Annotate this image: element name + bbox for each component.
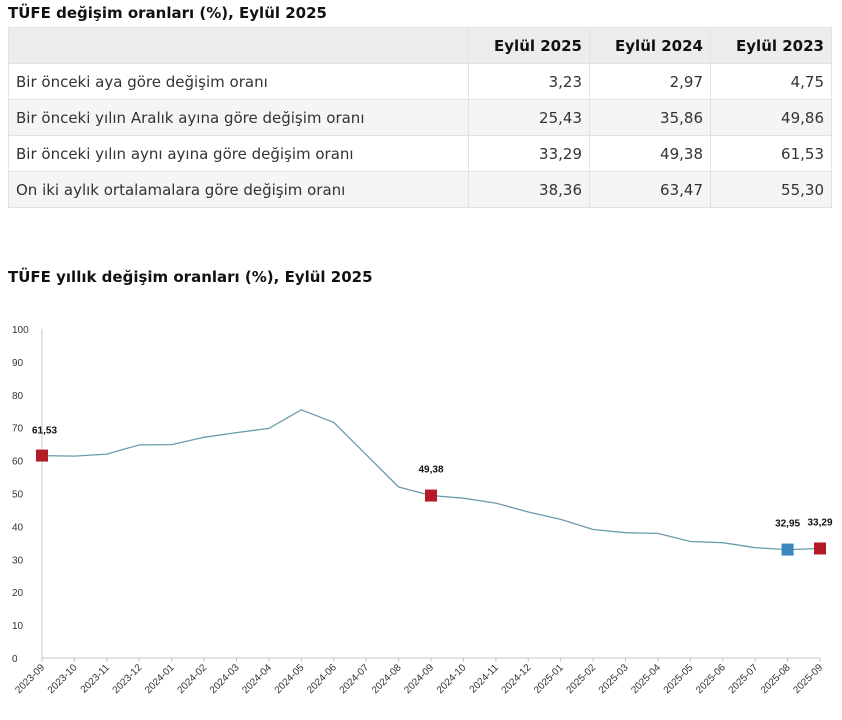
table-row: Bir önceki aya göre değişim oranı 3,23 2… bbox=[8, 63, 832, 100]
y-tick-label: 20 bbox=[12, 588, 24, 599]
data-label: 61,53 bbox=[32, 426, 57, 437]
data-point-marker bbox=[425, 489, 437, 502]
y-tick-label: 30 bbox=[12, 555, 24, 566]
series-line bbox=[41, 409, 821, 551]
cell-value: 35,86 bbox=[589, 99, 711, 136]
x-tick-label: 2025-06 bbox=[694, 662, 728, 696]
x-tick-label: 2023-11 bbox=[79, 662, 113, 696]
x-tick-label: 2025-01 bbox=[532, 662, 566, 696]
table-row: On iki aylık ortalamalara göre değişim o… bbox=[8, 171, 832, 208]
row-label-ytd: Bir önceki yılın Aralık ayına göre değiş… bbox=[8, 99, 469, 136]
row-label-monthly: Bir önceki aya göre değişim oranı bbox=[8, 63, 469, 100]
cell-value: 4,75 bbox=[710, 63, 832, 100]
y-tick-label: 0 bbox=[12, 654, 18, 665]
x-tick-label: 2023-10 bbox=[46, 662, 80, 696]
data-label: 49,38 bbox=[418, 465, 443, 476]
data-label: 32,95 bbox=[775, 519, 800, 530]
x-tick-label: 2024-06 bbox=[305, 662, 339, 696]
header-sep-2023: Eylül 2023 bbox=[710, 27, 832, 64]
y-tick-label: 70 bbox=[12, 424, 24, 435]
cell-value: 49,38 bbox=[589, 135, 711, 172]
cell-value: 25,43 bbox=[468, 99, 590, 136]
x-tick-label: 2025-05 bbox=[662, 662, 696, 696]
x-tick-label: 2024-11 bbox=[468, 662, 502, 696]
data-point-marker bbox=[36, 449, 48, 462]
row-label-annual: Bir önceki yılın aynı ayına göre değişim… bbox=[8, 135, 469, 172]
series-line-group bbox=[41, 409, 821, 551]
x-tick-label: 2025-02 bbox=[564, 662, 598, 696]
data-point-marker bbox=[814, 542, 826, 555]
x-tick-label: 2024-05 bbox=[273, 662, 307, 696]
table-row: Bir önceki yılın aynı ayına göre değişim… bbox=[8, 135, 832, 172]
x-tick-label: 2024-09 bbox=[402, 662, 436, 696]
cell-value: 33,29 bbox=[468, 135, 590, 172]
header-sep-2025: Eylül 2025 bbox=[468, 27, 590, 64]
header-empty-cell bbox=[8, 27, 469, 64]
data-point-marker bbox=[781, 543, 794, 556]
y-tick-label: 90 bbox=[12, 358, 24, 369]
x-tick-label: 2025-03 bbox=[597, 662, 631, 696]
y-tick-label: 40 bbox=[12, 522, 24, 533]
table-header-row: Eylül 2025 Eylül 2024 Eylül 2023 bbox=[8, 27, 832, 64]
y-tick-label: 50 bbox=[12, 490, 24, 501]
y-tick-label: 80 bbox=[12, 391, 24, 402]
y-tick-label: 100 bbox=[12, 325, 29, 336]
cell-value: 61,53 bbox=[710, 135, 832, 172]
x-tick-label: 2024-10 bbox=[435, 662, 469, 696]
header-sep-2024: Eylül 2024 bbox=[589, 27, 711, 64]
highlight-markers: 61,53 49,38 32,95 33,29 bbox=[32, 426, 833, 556]
x-tick-label: 2024-08 bbox=[370, 662, 404, 696]
data-label: 33,29 bbox=[807, 517, 832, 528]
x-tick-label: 2024-02 bbox=[175, 662, 209, 696]
table-row: Bir önceki yılın Aralık ayına göre değiş… bbox=[8, 99, 832, 136]
cpi-change-table: Eylül 2025 Eylül 2024 Eylül 2023 Bir önc… bbox=[8, 27, 832, 208]
cell-value: 3,23 bbox=[468, 63, 590, 100]
cell-value: 55,30 bbox=[710, 171, 832, 208]
x-tick-label: 2025-04 bbox=[629, 662, 663, 696]
x-tick-label: 2024-03 bbox=[208, 662, 242, 696]
table-title: TÜFE değişim oranları (%), Eylül 2025 bbox=[8, 4, 327, 22]
x-tick-label: 2024-07 bbox=[338, 662, 372, 696]
row-label-12m-average: On iki aylık ortalamalara göre değişim o… bbox=[8, 171, 469, 208]
x-tick-label: 2025-07 bbox=[727, 662, 761, 696]
y-tick-label: 10 bbox=[12, 621, 24, 632]
y-axis-ticks: 0 10 20 30 40 50 60 70 80 90 100 bbox=[12, 325, 29, 665]
x-tick-label: 2025-08 bbox=[759, 662, 793, 696]
x-tick-label: 2024-04 bbox=[240, 662, 274, 696]
chart-title: TÜFE yıllık değişim oranları (%), Eylül … bbox=[8, 268, 373, 286]
cell-value: 49,86 bbox=[710, 99, 832, 136]
y-tick-label: 60 bbox=[12, 457, 24, 468]
x-tick-label: 2025-09 bbox=[791, 662, 825, 696]
cell-value: 63,47 bbox=[589, 171, 711, 208]
x-tick-label: 2023-12 bbox=[111, 662, 145, 696]
x-tick-label: 2023-09 bbox=[13, 662, 47, 696]
x-tick-label: 2024-01 bbox=[143, 662, 177, 696]
cell-value: 38,36 bbox=[468, 171, 590, 208]
x-tick-label: 2024-12 bbox=[500, 662, 534, 696]
cell-value: 2,97 bbox=[589, 63, 711, 100]
